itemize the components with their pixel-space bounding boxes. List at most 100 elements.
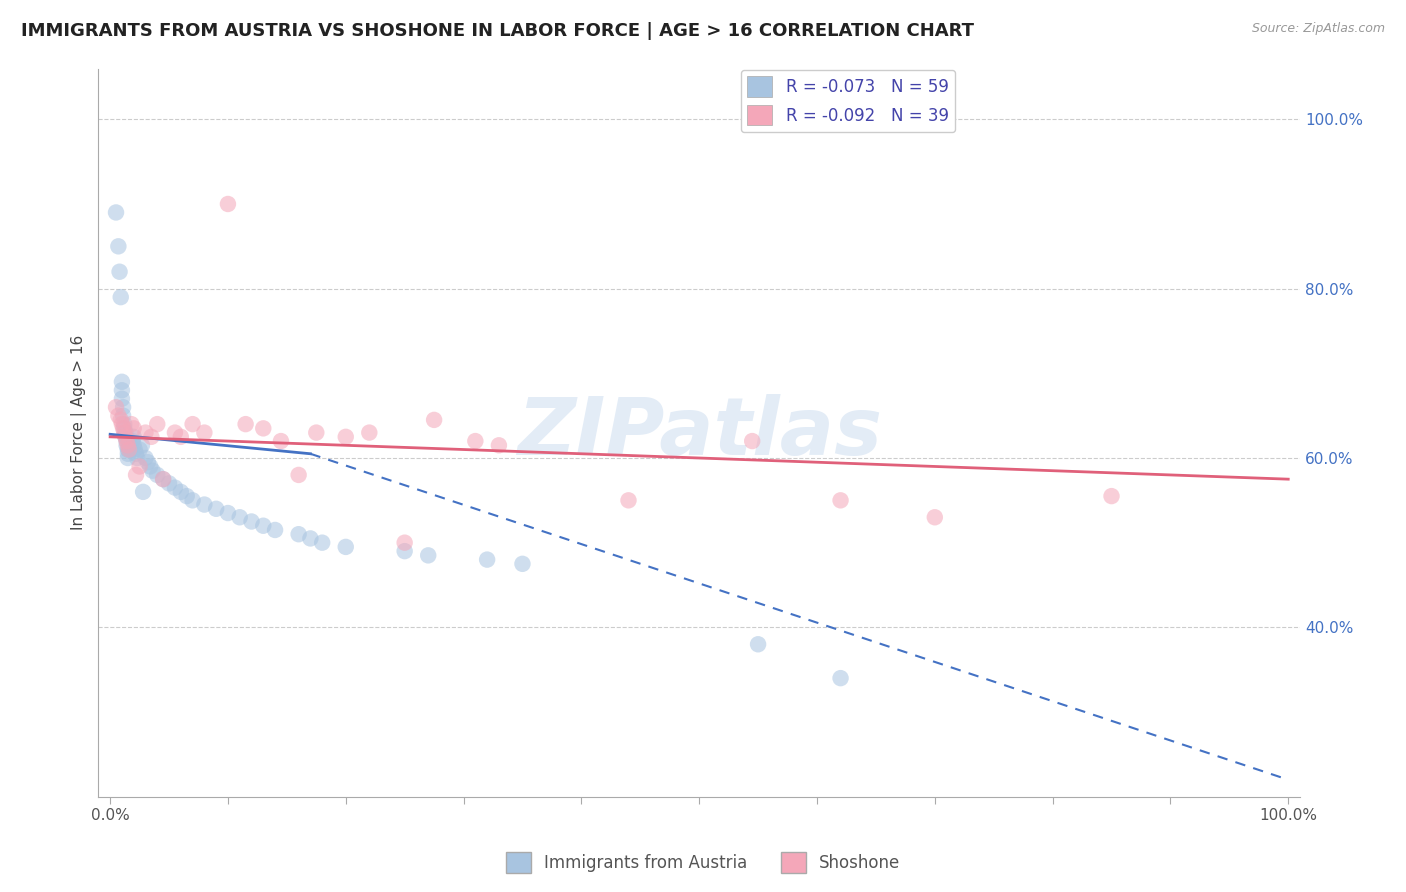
Point (141, 464, 163, 478)
Point (111, 417, 134, 431)
Point (108, 265, 131, 279)
Point (512, 557, 534, 571)
Point (115, 438, 138, 452)
Point (741, 434, 763, 448)
Point (134, 450, 156, 465)
Point (311, 535, 333, 549)
Point (121, 434, 143, 448)
Point (118, 442, 141, 457)
Point (335, 430, 357, 444)
Point (181, 493, 204, 508)
Point (163, 481, 186, 495)
Point (299, 532, 322, 546)
Point (217, 506, 239, 520)
Point (205, 501, 228, 516)
Point (264, 523, 287, 537)
Point (747, 637, 769, 651)
Point (418, 549, 440, 563)
Point (252, 421, 274, 435)
Point (830, 671, 852, 685)
Point (305, 425, 328, 440)
Point (120, 438, 142, 452)
Point (134, 425, 156, 440)
Point (118, 442, 141, 457)
Point (335, 540, 357, 554)
Text: Source: ZipAtlas.com: Source: ZipAtlas.com (1251, 22, 1385, 36)
Point (117, 442, 139, 457)
Point (105, 205, 128, 219)
Point (136, 455, 159, 469)
Point (111, 384, 134, 398)
Point (120, 442, 142, 457)
Point (152, 472, 174, 486)
Point (117, 450, 139, 465)
Point (464, 434, 486, 448)
Point (617, 493, 640, 508)
Point (359, 425, 381, 440)
Point (114, 425, 136, 440)
Point (181, 417, 204, 431)
Point (112, 409, 135, 423)
Point (394, 535, 416, 549)
Point (141, 430, 163, 444)
Point (128, 459, 150, 474)
Text: IMMIGRANTS FROM AUSTRIA VS SHOSHONE IN LABOR FORCE | AGE > 16 CORRELATION CHART: IMMIGRANTS FROM AUSTRIA VS SHOSHONE IN L… (21, 22, 974, 40)
Point (112, 425, 135, 440)
Point (252, 518, 274, 533)
Legend: Immigrants from Austria, Shoshone: Immigrants from Austria, Shoshone (499, 846, 907, 880)
Y-axis label: In Labor Force | Age > 16: In Labor Force | Age > 16 (72, 335, 87, 530)
Point (122, 430, 145, 444)
Point (122, 438, 145, 452)
Point (193, 498, 215, 512)
Point (1101, 489, 1123, 503)
Point (122, 421, 145, 435)
Point (229, 510, 252, 524)
Point (170, 484, 193, 499)
Point (152, 472, 174, 486)
Point (117, 438, 139, 452)
Point (240, 515, 263, 529)
Point (115, 434, 138, 448)
Point (157, 476, 180, 491)
Point (139, 459, 162, 474)
Point (176, 489, 198, 503)
Point (128, 442, 150, 457)
Point (111, 392, 134, 406)
Point (163, 425, 186, 440)
Point (111, 375, 134, 389)
Point (118, 434, 141, 448)
Point (475, 552, 498, 566)
Point (287, 467, 309, 482)
Point (105, 400, 128, 414)
Legend: R = -0.073   N = 59, R = -0.092   N = 39: R = -0.073 N = 59, R = -0.092 N = 39 (741, 70, 955, 132)
Point (287, 527, 309, 541)
Point (124, 442, 146, 457)
Point (112, 421, 135, 435)
Point (117, 447, 139, 461)
Point (110, 413, 132, 427)
Point (131, 438, 153, 452)
Point (125, 447, 148, 461)
Point (193, 425, 215, 440)
Point (125, 467, 148, 482)
Point (120, 417, 142, 431)
Point (394, 544, 416, 558)
Point (170, 430, 193, 444)
Point (115, 434, 138, 448)
Point (235, 417, 257, 431)
Point (114, 430, 136, 444)
Point (110, 290, 132, 304)
Point (107, 409, 129, 423)
Point (270, 434, 292, 448)
Point (112, 421, 135, 435)
Point (924, 510, 946, 524)
Point (217, 197, 239, 211)
Point (423, 413, 446, 427)
Point (112, 417, 135, 431)
Point (132, 484, 155, 499)
Point (146, 467, 169, 482)
Text: ZIPatlas: ZIPatlas (516, 393, 882, 472)
Point (830, 493, 852, 508)
Point (488, 438, 510, 452)
Point (146, 417, 169, 431)
